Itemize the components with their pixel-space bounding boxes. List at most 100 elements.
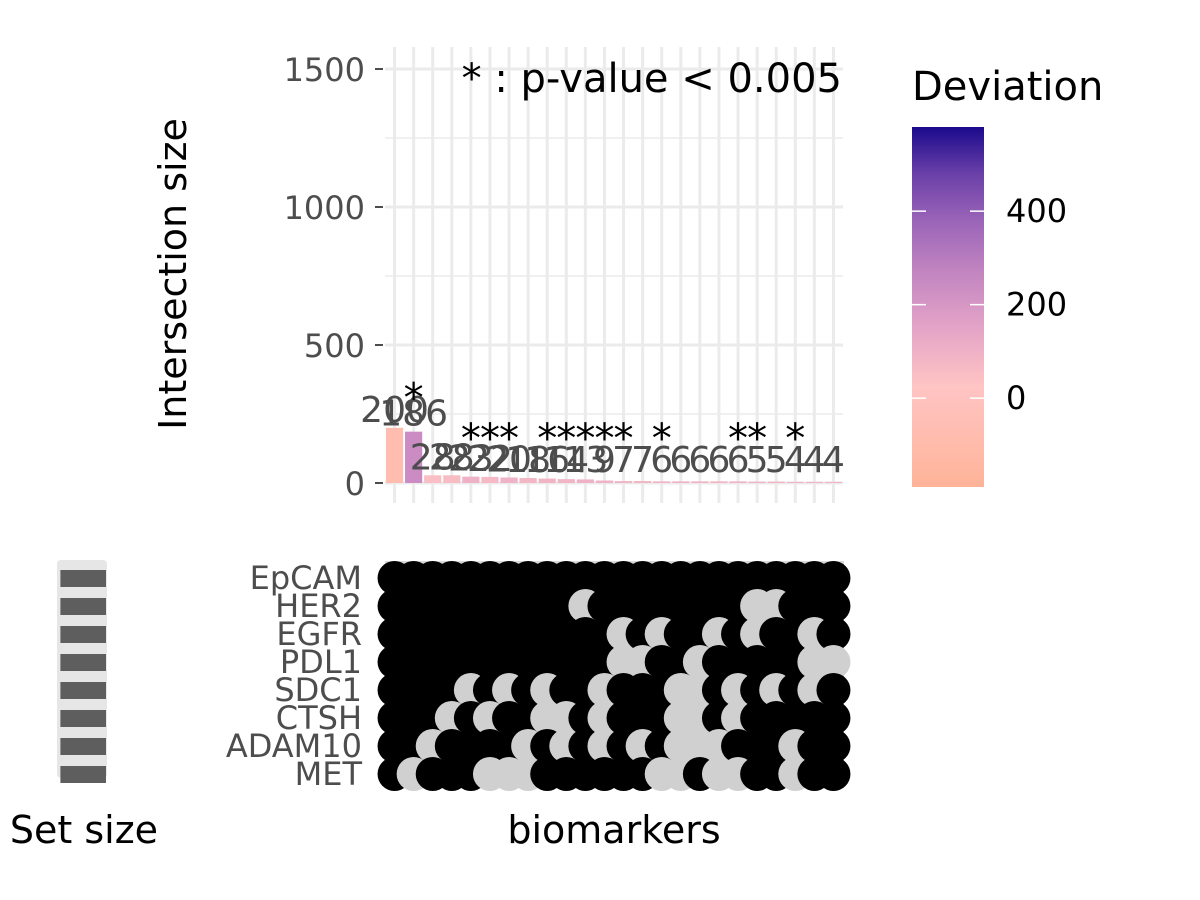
bar-value-label: 6 [708, 440, 731, 481]
set-size-label: Set size [10, 808, 158, 852]
bar-value-label: 7 [612, 440, 635, 481]
p-value-annotation: * : p-value < 0.005 [462, 56, 842, 102]
set-size-bar [60, 710, 106, 727]
bar-value-label: 16 [524, 440, 570, 481]
significance-markers: ** * * * * * * * * * * * [404, 376, 806, 462]
set-size-bar [60, 570, 106, 587]
significance-marker: * [728, 416, 748, 462]
set-name-label: CTSH [276, 699, 362, 737]
bar-value-label: 186 [379, 394, 448, 435]
colorbar-tick-label: 400 [1006, 192, 1067, 230]
set-name-label: ADAM10 [226, 727, 362, 765]
bar-value-label: 28 [410, 437, 456, 478]
intersection-bar [385, 427, 404, 483]
set-size-bar [60, 598, 106, 615]
bar-value-label: 9 [593, 440, 616, 481]
bar-value-label: 18 [505, 440, 551, 481]
significance-marker: * [499, 416, 519, 462]
intersection-bar [614, 481, 633, 483]
set-size-bar [60, 626, 106, 643]
significance-marker: * [594, 416, 614, 462]
matrix-dot-filled [816, 589, 851, 623]
bar-value-label: 200 [360, 390, 429, 431]
bar-value-label: 6 [727, 440, 750, 481]
intersection-bar [405, 431, 423, 483]
matrix-dot-filled [816, 757, 851, 791]
intersection-bar [786, 481, 804, 483]
matrix-dot-filled [816, 673, 851, 707]
significance-marker: * [652, 416, 672, 462]
intersection-bar [519, 478, 537, 483]
intersection-bar [443, 475, 461, 483]
bar-value-label: 22 [467, 439, 513, 480]
intersection-bar [481, 476, 499, 483]
set-name-label: HER2 [275, 587, 362, 625]
colorbar [912, 127, 984, 487]
bar-value-label: 13 [562, 440, 608, 481]
significance-marker: * [556, 416, 576, 462]
bar-value-label: 5 [765, 440, 788, 481]
intersection-bar [557, 479, 575, 483]
y-tick-label: 1500 [284, 51, 365, 89]
bar-value-label: 20 [486, 439, 532, 480]
x-axis-label: biomarkers [507, 808, 720, 852]
y-axis-label: Intersection size [151, 118, 195, 430]
colorbar-tick-label: 200 [1006, 286, 1067, 324]
intersection-bar [748, 481, 766, 483]
set-size-bar [60, 654, 106, 671]
matrix-dot-filled [816, 561, 851, 595]
intersection-bar [672, 481, 690, 483]
bar-value-label: 4 [784, 440, 807, 481]
matrix-dot-filled [816, 617, 851, 651]
bar-value-label: 6 [650, 440, 673, 481]
grid [385, 47, 843, 503]
intersection-bar [710, 481, 728, 483]
matrix [377, 561, 851, 791]
set-size-bar [60, 682, 106, 699]
set-size-panel: Set size [10, 560, 158, 852]
intersection-bar [691, 481, 709, 483]
y-tick-label: 0 [345, 465, 365, 503]
bar-value-label: 5 [746, 440, 769, 481]
colorbar-ticks: 0 200 400 [912, 192, 1067, 417]
significance-marker: * [785, 416, 805, 462]
set-name-label: EGFR [276, 615, 362, 653]
intersection-bar [767, 481, 785, 483]
colorbar-tick-label: 0 [1006, 379, 1026, 417]
intersection-bar [653, 481, 671, 483]
significance-marker: * [461, 416, 481, 462]
set-name-label: MET [295, 755, 363, 793]
matrix-dot-filled [816, 701, 851, 735]
intersection-bar [729, 481, 747, 483]
intersection-bar [500, 477, 518, 483]
significance-marker: * [404, 376, 424, 422]
deviation-legend: Deviation 0 200 400 [912, 64, 1103, 487]
bar-value-label: 6 [688, 440, 711, 481]
set-size-bar [60, 738, 106, 755]
significance-marker: * [480, 416, 500, 462]
significance-marker: * [614, 416, 634, 462]
intersection-bar [824, 481, 843, 483]
intersection-bar [595, 480, 614, 483]
matrix-dot-filled [816, 729, 851, 763]
legend-title: Deviation [912, 64, 1103, 110]
intersection-bar [805, 481, 823, 483]
set-name-label: PDL1 [280, 643, 362, 681]
set-name-label: SDC1 [274, 671, 362, 709]
bars [385, 427, 843, 483]
matrix-dot-empty [816, 645, 851, 679]
bar-value-label: 28 [429, 437, 475, 478]
set-size-bar [60, 766, 106, 783]
intersection-bar [424, 475, 442, 483]
bar-value-label: 7 [631, 440, 654, 481]
significance-marker: * [747, 416, 767, 462]
intersection-bar [634, 481, 652, 483]
y-ticks: 0 500 1000 1500 [284, 51, 383, 503]
intersection-bar [538, 478, 556, 483]
set-name-label: EpCAM [250, 559, 362, 597]
y-tick-label: 1000 [284, 189, 365, 227]
